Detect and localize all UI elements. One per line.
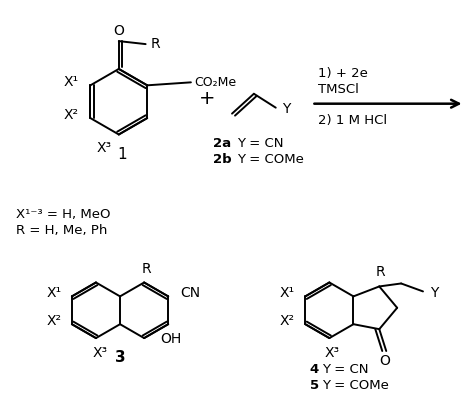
Text: CN: CN xyxy=(180,286,200,300)
Text: X¹: X¹ xyxy=(46,286,62,300)
Text: +: + xyxy=(199,89,216,108)
Text: R = H, Me, Ph: R = H, Me, Ph xyxy=(16,224,107,237)
Text: X²: X² xyxy=(46,314,62,328)
Text: R: R xyxy=(141,261,151,275)
Text: 5: 5 xyxy=(310,379,319,392)
Text: 1) + 2e: 1) + 2e xyxy=(319,67,368,81)
Text: CO₂Me: CO₂Me xyxy=(195,76,237,89)
Text: X³: X³ xyxy=(92,346,108,360)
Text: X²: X² xyxy=(280,314,295,328)
Text: X¹⁻³ = H, MeO: X¹⁻³ = H, MeO xyxy=(16,208,110,222)
Text: Y: Y xyxy=(283,102,291,115)
Text: Y = CN: Y = CN xyxy=(237,137,283,150)
Text: TMSCl: TMSCl xyxy=(319,83,359,96)
Text: R: R xyxy=(151,37,160,51)
Text: X²: X² xyxy=(64,108,79,122)
Text: X³: X³ xyxy=(96,141,111,155)
Text: 1: 1 xyxy=(117,147,127,162)
Text: Y = CN: Y = CN xyxy=(322,363,369,376)
Text: R: R xyxy=(375,265,385,279)
Text: Y = COMe: Y = COMe xyxy=(237,153,304,166)
Text: OH: OH xyxy=(161,332,182,346)
Text: Y = COMe: Y = COMe xyxy=(322,379,389,392)
Text: O: O xyxy=(113,24,124,38)
Text: 2a: 2a xyxy=(213,137,231,150)
Text: 2) 1 M HCl: 2) 1 M HCl xyxy=(319,114,388,127)
Text: X¹: X¹ xyxy=(64,75,79,89)
Text: Y: Y xyxy=(430,286,438,300)
Text: 4: 4 xyxy=(310,363,319,376)
Text: O: O xyxy=(379,354,390,368)
Text: 3: 3 xyxy=(115,351,125,365)
Text: 2b: 2b xyxy=(213,153,232,166)
Text: X¹: X¹ xyxy=(280,286,295,300)
Text: X³: X³ xyxy=(325,346,340,360)
